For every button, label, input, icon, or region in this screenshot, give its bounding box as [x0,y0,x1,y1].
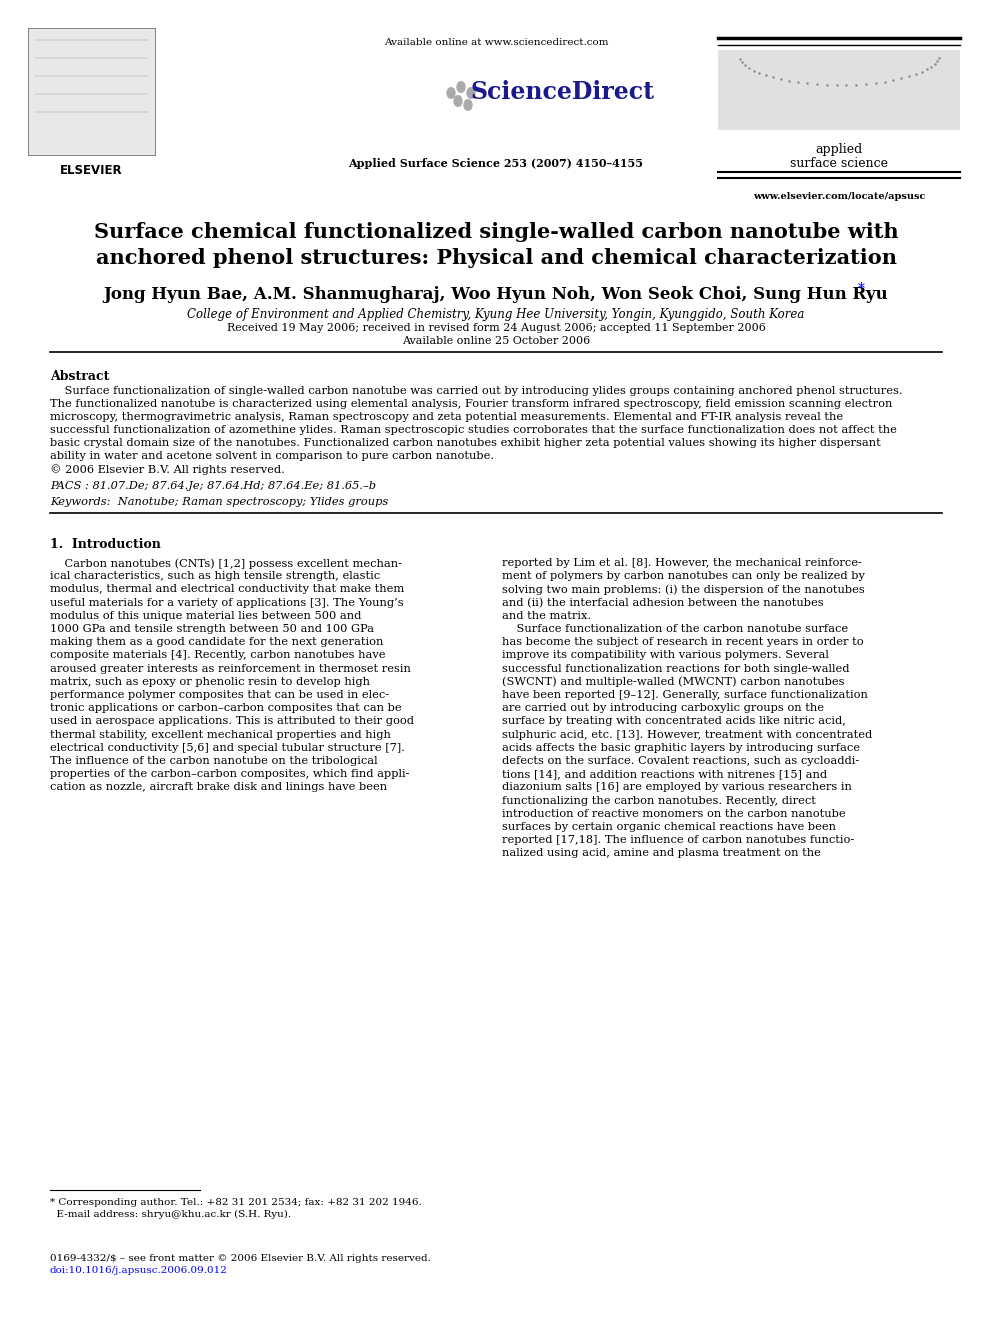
Text: acids affects the basic graphitic layers by introducing surface: acids affects the basic graphitic layers… [502,742,860,753]
Text: ment of polymers by carbon nanotubes can only be realized by: ment of polymers by carbon nanotubes can… [502,572,865,581]
Text: have been reported [9–12]. Generally, surface functionalization: have been reported [9–12]. Generally, su… [502,691,868,700]
Text: anchored phenol structures: Physical and chemical characterization: anchored phenol structures: Physical and… [95,247,897,269]
Text: performance polymer composites that can be used in elec-: performance polymer composites that can … [50,691,389,700]
Text: making them as a good candidate for the next generation: making them as a good candidate for the … [50,638,383,647]
Text: thermal stability, excellent mechanical properties and high: thermal stability, excellent mechanical … [50,729,391,740]
Text: basic crystal domain size of the nanotubes. Functionalized carbon nanotubes exhi: basic crystal domain size of the nanotub… [50,438,881,448]
Text: are carried out by introducing carboxylic groups on the: are carried out by introducing carboxyli… [502,704,824,713]
Text: sulphuric acid, etc. [13]. However, treatment with concentrated: sulphuric acid, etc. [13]. However, trea… [502,729,872,740]
Text: and (ii) the interfacial adhesion between the nanotubes: and (ii) the interfacial adhesion betwee… [502,598,823,607]
Text: aroused greater interests as reinforcement in thermoset resin: aroused greater interests as reinforceme… [50,664,411,673]
Text: useful materials for a variety of applications [3]. The Young’s: useful materials for a variety of applic… [50,598,404,607]
Text: Surface functionalization of single-walled carbon nanotube was carried out by in: Surface functionalization of single-wall… [50,386,903,396]
Text: Abstract: Abstract [50,370,109,382]
Text: electrical conductivity [5,6] and special tubular structure [7].: electrical conductivity [5,6] and specia… [50,742,405,753]
Circle shape [454,95,462,106]
Text: tions [14], and addition reactions with nitrenes [15] and: tions [14], and addition reactions with … [502,769,827,779]
Text: The functionalized nanotube is characterized using elemental analysis, Fourier t: The functionalized nanotube is character… [50,400,893,409]
Text: * Corresponding author. Tel.: +82 31 201 2534; fax: +82 31 202 1946.: * Corresponding author. Tel.: +82 31 201… [50,1199,422,1207]
Text: 1.  Introduction: 1. Introduction [50,538,161,550]
Text: surface by treating with concentrated acids like nitric acid,: surface by treating with concentrated ac… [502,716,846,726]
Text: reported by Lim et al. [8]. However, the mechanical reinforce-: reported by Lim et al. [8]. However, the… [502,558,862,568]
Circle shape [464,99,472,110]
Text: defects on the surface. Covalent reactions, such as cycloaddi-: defects on the surface. Covalent reactio… [502,755,859,766]
Text: functionalizing the carbon nanotubes. Recently, direct: functionalizing the carbon nanotubes. Re… [502,795,815,806]
Text: Carbon nanotubes (CNTs) [1,2] possess excellent mechan-: Carbon nanotubes (CNTs) [1,2] possess ex… [50,558,402,569]
Text: properties of the carbon–carbon composites, which find appli-: properties of the carbon–carbon composit… [50,769,410,779]
Text: ability in water and acetone solvent in comparison to pure carbon nanotube.: ability in water and acetone solvent in … [50,451,494,460]
Text: Available online at www.sciencedirect.com: Available online at www.sciencedirect.co… [384,38,608,48]
Text: matrix, such as epoxy or phenolic resin to develop high: matrix, such as epoxy or phenolic resin … [50,677,370,687]
Text: successful functionalization reactions for both single-walled: successful functionalization reactions f… [502,664,849,673]
Text: modulus of this unique material lies between 500 and: modulus of this unique material lies bet… [50,611,361,620]
Text: Jong Hyun Bae, A.M. Shanmugharaj, Woo Hyun Noh, Won Seok Choi, Sung Hun Ryu: Jong Hyun Bae, A.M. Shanmugharaj, Woo Hy… [103,286,889,303]
Text: and the matrix.: and the matrix. [502,611,591,620]
Text: reported [17,18]. The influence of carbon nanotubes functio-: reported [17,18]. The influence of carbo… [502,835,854,845]
Circle shape [447,87,455,98]
Circle shape [457,82,465,93]
Text: College of Environment and Applied Chemistry, Kyung Hee University, Yongin, Kyun: College of Environment and Applied Chemi… [187,308,805,321]
Text: ical characteristics, such as high tensile strength, elastic: ical characteristics, such as high tensi… [50,572,380,581]
Text: surfaces by certain organic chemical reactions have been: surfaces by certain organic chemical rea… [502,822,836,832]
Text: ELSEVIER: ELSEVIER [60,164,122,177]
Text: www.elsevier.com/locate/apsusc: www.elsevier.com/locate/apsusc [753,192,926,201]
Text: Applied Surface Science 253 (2007) 4150–4155: Applied Surface Science 253 (2007) 4150–… [348,157,644,169]
Text: Surface chemical functionalized single-walled carbon nanotube with: Surface chemical functionalized single-w… [93,222,899,242]
Bar [718,50,960,130]
Text: 1000 GPa and tensile strength between 50 and 100 GPa: 1000 GPa and tensile strength between 50… [50,624,374,634]
Text: has become the subject of research in recent years in order to: has become the subject of research in re… [502,638,864,647]
Text: PACS : 81.07.De; 87.64.Je; 87.64.Hd; 87.64.Ee; 81.65.–b: PACS : 81.07.De; 87.64.Je; 87.64.Hd; 87.… [50,482,376,491]
Text: successful functionalization of azomethine ylides. Raman spectroscopic studies c: successful functionalization of azomethi… [50,425,897,435]
Text: *: * [858,282,865,296]
Circle shape [467,87,475,98]
Text: The influence of the carbon nanotube on the tribological: The influence of the carbon nanotube on … [50,755,378,766]
Text: surface science: surface science [790,157,888,169]
Text: © 2006 Elsevier B.V. All rights reserved.: © 2006 Elsevier B.V. All rights reserved… [50,464,285,475]
Text: 0169-4332/$ – see front matter © 2006 Elsevier B.V. All rights reserved.: 0169-4332/$ – see front matter © 2006 El… [50,1254,431,1263]
Text: modulus, thermal and electrical conductivity that make them: modulus, thermal and electrical conducti… [50,585,405,594]
Text: cation as nozzle, aircraft brake disk and linings have been: cation as nozzle, aircraft brake disk an… [50,782,387,792]
Text: improve its compatibility with various polymers. Several: improve its compatibility with various p… [502,651,829,660]
Text: nalized using acid, amine and plasma treatment on the: nalized using acid, amine and plasma tre… [502,848,820,859]
Text: ScienceDirect: ScienceDirect [470,79,654,105]
Bar [28,28,155,155]
Text: Keywords:  Nanotube; Raman spectroscopy; Ylides groups: Keywords: Nanotube; Raman spectroscopy; … [50,497,388,507]
Text: Available online 25 October 2006: Available online 25 October 2006 [402,336,590,347]
Text: introduction of reactive monomers on the carbon nanotube: introduction of reactive monomers on the… [502,808,845,819]
Text: solving two main problems: (i) the dispersion of the nanotubes: solving two main problems: (i) the dispe… [502,585,865,595]
Text: (SWCNT) and multiple-walled (MWCNT) carbon nanotubes: (SWCNT) and multiple-walled (MWCNT) carb… [502,677,844,688]
Text: applied: applied [815,143,863,156]
Text: Surface functionalization of the carbon nanotube surface: Surface functionalization of the carbon … [502,624,848,634]
Text: microscopy, thermogravimetric analysis, Raman spectroscopy and zeta potential me: microscopy, thermogravimetric analysis, … [50,411,843,422]
Text: doi:10.1016/j.apsusc.2006.09.012: doi:10.1016/j.apsusc.2006.09.012 [50,1266,228,1275]
Text: used in aerospace applications. This is attributed to their good: used in aerospace applications. This is … [50,716,414,726]
Text: Received 19 May 2006; received in revised form 24 August 2006; accepted 11 Septe: Received 19 May 2006; received in revise… [226,323,766,333]
Text: E-mail address: shryu@khu.ac.kr (S.H. Ryu).: E-mail address: shryu@khu.ac.kr (S.H. Ry… [50,1211,291,1218]
Text: diazonium salts [16] are employed by various researchers in: diazonium salts [16] are employed by var… [502,782,852,792]
Text: composite materials [4]. Recently, carbon nanotubes have: composite materials [4]. Recently, carbo… [50,651,386,660]
Text: tronic applications or carbon–carbon composites that can be: tronic applications or carbon–carbon com… [50,704,402,713]
